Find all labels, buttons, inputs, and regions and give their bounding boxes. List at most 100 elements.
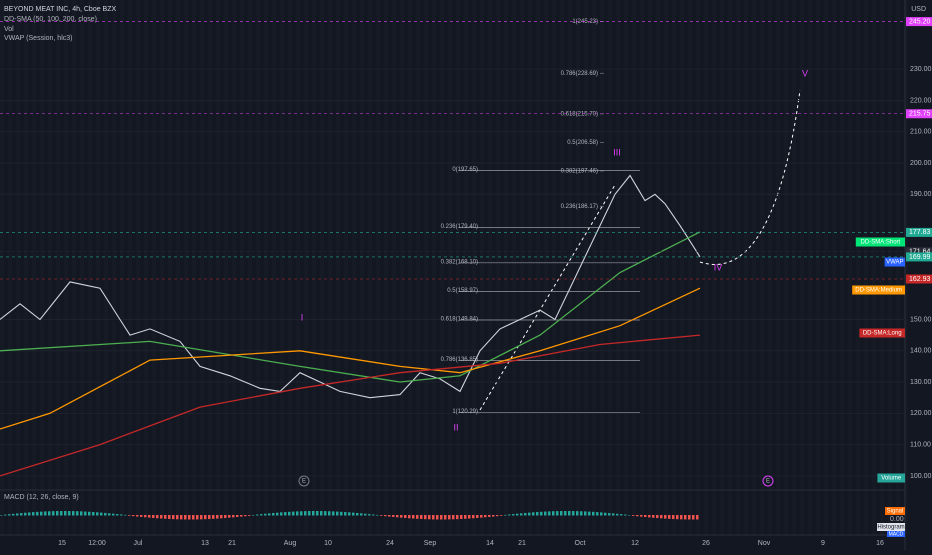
fib-label: 1(245.23): [572, 19, 598, 25]
stripe: [208, 0, 212, 535]
stripe: [168, 0, 172, 535]
stripe: [712, 0, 716, 535]
macd-bar: [332, 511, 335, 516]
macd-bar: [492, 515, 495, 517]
stripe: [872, 0, 876, 535]
macd-bar: [204, 515, 207, 520]
fib-label: 0.5(158.97): [447, 288, 478, 294]
macd-bar: [20, 513, 23, 516]
macd-bar: [584, 511, 587, 516]
macd-bar: [56, 511, 59, 516]
stripe: [688, 0, 692, 535]
macd-bar: [268, 513, 271, 516]
stripe: [448, 0, 452, 535]
stripe: [840, 0, 844, 535]
stripe: [416, 0, 420, 535]
stripe: [904, 0, 908, 535]
stripe: [136, 0, 140, 535]
macd-bar: [76, 511, 79, 516]
fib-label: 1(120.29): [452, 409, 478, 415]
macd-bar: [636, 515, 639, 517]
macd-bar: [468, 515, 471, 519]
macd-bar: [188, 515, 191, 520]
stripe: [376, 0, 380, 535]
x-tick-label: 26: [702, 540, 710, 547]
stripe: [640, 0, 644, 535]
macd-bar: [8, 514, 11, 516]
fib-label: 0.5(206.58): [567, 140, 598, 146]
series-line: [0, 287, 701, 430]
stripe: [656, 0, 660, 535]
macd-bar: [112, 513, 115, 516]
macd-bar: [500, 515, 503, 516]
price-tag-label: 177.83: [909, 229, 931, 236]
side-tag: [877, 473, 905, 483]
macd-bar: [244, 515, 247, 517]
macd-bar: [84, 511, 87, 516]
stripe: [784, 0, 788, 535]
macd-bar: [624, 514, 627, 516]
macd-bar: [380, 515, 383, 516]
macd-bar: [336, 511, 339, 516]
stripe: [616, 0, 620, 535]
macd-bar: [372, 514, 375, 516]
macd-bar: [192, 515, 195, 520]
macd-bar: [400, 515, 403, 518]
side-tag: [852, 285, 905, 295]
stripe: [848, 0, 852, 535]
event-marker: [762, 475, 774, 487]
x-tick-label: 9: [821, 540, 825, 547]
macd-bar: [72, 511, 75, 516]
stripe: [680, 0, 684, 535]
stripe: [296, 0, 300, 535]
macd-bar: [564, 511, 567, 516]
stripe: [472, 0, 476, 535]
wave-label: I: [301, 312, 304, 322]
macd-bar: [520, 513, 523, 516]
macd-bar: [128, 515, 131, 516]
stripe: [80, 0, 84, 535]
macd-zero: 0.00: [890, 516, 904, 523]
macd-bar: [616, 513, 619, 516]
series-line: [0, 334, 701, 477]
macd-bar: [364, 513, 367, 516]
indicator: VWAP (Session, hlc3): [4, 35, 72, 42]
macd-bar: [156, 515, 159, 519]
stripe: [104, 0, 108, 535]
indicator: Vol: [4, 26, 14, 33]
stripe: [760, 0, 764, 535]
macd-bar: [368, 514, 371, 516]
macd-bar: [308, 511, 311, 516]
macd-bar: [456, 515, 459, 520]
macd-bar: [488, 515, 491, 517]
stripe: [824, 0, 828, 535]
macd-bar: [340, 511, 343, 516]
side-tag: [884, 257, 905, 267]
currency: USD: [911, 6, 926, 13]
macd-bar: [448, 515, 451, 520]
macd-bar: [180, 515, 183, 520]
macd-bar: [596, 512, 599, 516]
event-label: E: [766, 479, 770, 485]
macd-bar: [80, 511, 83, 516]
stripe: [568, 0, 572, 535]
price-tag: [906, 274, 932, 284]
macd-bar: [344, 512, 347, 516]
stripe: [360, 0, 364, 535]
macd-bar: [620, 514, 623, 516]
fib-label: 0.786(136.85): [441, 357, 478, 363]
stripe: [352, 0, 356, 535]
stripe: [560, 0, 564, 535]
macd-bar: [16, 513, 19, 516]
stripe: [632, 0, 636, 535]
stripe: [808, 0, 812, 535]
x-tick-label: 21: [518, 540, 526, 547]
stripe: [184, 0, 188, 535]
x-tick-label: 24: [386, 540, 394, 547]
fib-label: 0.382(168.10): [441, 259, 478, 265]
macd-bar: [516, 513, 519, 516]
macd-bar: [28, 512, 31, 516]
macd-bar: [328, 511, 331, 516]
stripe: [120, 0, 124, 535]
macd-bar: [640, 515, 643, 517]
